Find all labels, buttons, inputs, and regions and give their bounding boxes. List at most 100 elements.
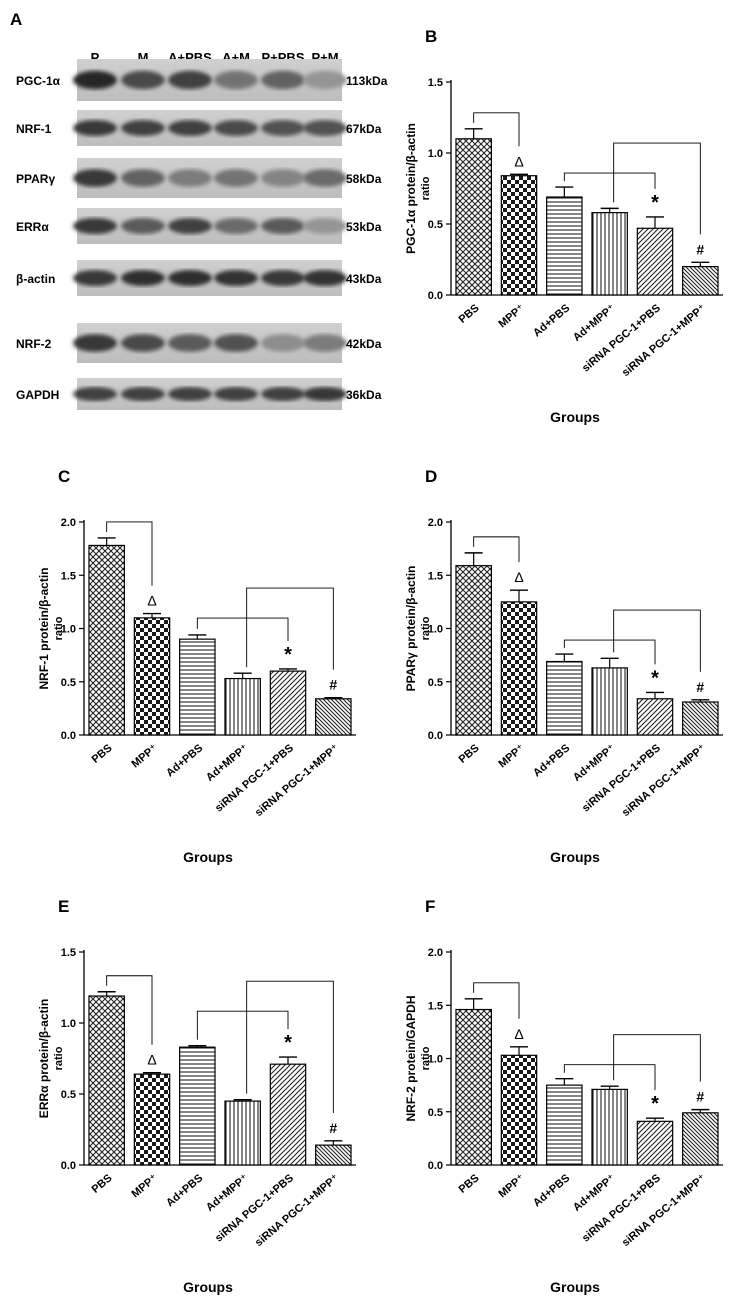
x-axis-label: Groups [550, 1279, 600, 1295]
blot-band [303, 386, 347, 402]
y-tick-label: 1.0 [428, 624, 443, 636]
molecular-weight-label: 58kDa [346, 172, 382, 186]
blot-band [168, 218, 212, 234]
significance-bracket [473, 112, 520, 147]
y-axis-label: NRF-1 protein/β-actin [37, 568, 51, 690]
panel-label-f: F [425, 897, 435, 916]
bar-ad-pbs [546, 196, 583, 296]
y-axis-label-unit: ratio [420, 1046, 432, 1070]
blot-band [121, 386, 165, 402]
blot-band [303, 120, 347, 136]
blot-band [303, 270, 347, 286]
x-tick-label-sirna-pgc-1-mpp: siRNA PGC-1+MPP⁺ [620, 1172, 709, 1249]
panel-label-e: E [58, 897, 69, 916]
y-axis-label-unit: ratio [53, 616, 65, 640]
blot-row-43kda: β-actin 43kDa [16, 260, 382, 296]
blot-band [261, 120, 305, 136]
blot-band [261, 270, 305, 286]
chart-panel-e: E 0.0 0.5 1.0 1.5 ERRα protein/β-actin ratio Δ *… [37, 897, 356, 1295]
significance-marker: Δ [147, 593, 156, 609]
molecular-weight-label: 113kDa [346, 74, 388, 88]
blot-band [73, 169, 117, 187]
panel-label-c: C [58, 467, 70, 486]
blot-band [214, 120, 258, 136]
bar-sirna-pgc-1-mpp [315, 1144, 352, 1166]
significance-bracket [613, 609, 701, 672]
bar-ad-pbs [546, 1084, 583, 1166]
y-axis-label: NRF-2 protein/GAPDH [404, 996, 418, 1122]
molecular-weight-label: 43kDa [346, 272, 382, 286]
blot-band [303, 169, 347, 187]
significance-marker: * [284, 1032, 292, 1054]
significance-marker: Δ [147, 1052, 156, 1068]
blot-band [214, 70, 258, 90]
blot-band [121, 70, 165, 90]
significance-bracket [563, 1064, 656, 1091]
blot-band [121, 334, 165, 352]
y-tick-label: 1.0 [428, 1054, 443, 1066]
y-tick-label: 0.5 [428, 1107, 443, 1119]
blot-row-58kda: PPARγ 58kDa [16, 158, 382, 198]
x-tick-label-mpp: MPP⁺ [496, 1172, 527, 1200]
x-tick-label-ad-pbs: Ad+PBS [531, 1172, 572, 1209]
chart-panel-f: F 0.0 0.5 1.0 1.5 2.0 NRF-2 protein/GAPDH ratio… [404, 897, 723, 1295]
x-tick-label-sirna-pgc-1-mpp: siRNA PGC-1+MPP⁺ [253, 742, 342, 819]
molecular-weight-label: 53kDa [346, 220, 382, 234]
chart-panel-c: C 0.0 0.5 1.0 1.5 2.0 NRF-1 protein/β-actin rat… [37, 467, 356, 865]
bar-sirna-pgc-1-pbs [636, 698, 674, 736]
bar-pbs [455, 138, 492, 296]
x-tick-label-mpp: MPP⁺ [129, 742, 160, 770]
blot-band [214, 334, 258, 352]
significance-bracket [246, 587, 334, 670]
x-tick-label-ad-pbs: Ad+PBS [164, 742, 205, 779]
y-axis-label-unit: ratio [420, 616, 432, 640]
x-axis-label: Groups [183, 1279, 233, 1295]
y-axis-label-unit: ratio [53, 1046, 65, 1070]
significance-marker: # [696, 679, 704, 695]
significance-marker: Δ [514, 1026, 523, 1042]
blot-band [168, 270, 212, 286]
x-axis-label: Groups [550, 409, 600, 425]
x-tick-label-mpp: MPP⁺ [496, 302, 527, 330]
protein-label: GAPDH [16, 388, 59, 402]
blot-band [168, 334, 212, 352]
blot-band [73, 334, 117, 352]
y-tick-label: 0.5 [428, 677, 443, 689]
y-tick-label: 2.0 [61, 517, 76, 529]
blot-band [261, 70, 305, 90]
bar-ad-mpp [224, 677, 261, 736]
blot-band [73, 270, 117, 286]
blot-band [261, 334, 305, 352]
significance-bracket [613, 1034, 701, 1082]
y-axis-label-unit: ratio [420, 176, 432, 200]
bar-ad-mpp [591, 667, 628, 736]
blot-band [261, 386, 305, 402]
y-tick-label: 2.0 [428, 517, 443, 529]
x-tick-label-pbs: PBS [457, 1172, 482, 1196]
lane-label-p: P [91, 50, 100, 65]
chart-panel-d: D 0.0 0.5 1.0 1.5 2.0 PPARγ protein/β-actin rat… [404, 467, 723, 865]
y-tick-label: 0.5 [428, 219, 443, 231]
bar-pbs [88, 995, 125, 1166]
protein-label: β-actin [16, 272, 55, 286]
x-tick-label-ad-mpp: Ad+MPP⁺ [571, 742, 618, 784]
x-tick-label-sirna-pgc-1-pbs: siRNA PGC-1+PBS [213, 1172, 296, 1244]
y-tick-label: 1.5 [61, 947, 76, 959]
bar-ad-pbs [179, 1046, 216, 1166]
y-tick-label: 1.5 [61, 570, 76, 582]
significance-marker: * [284, 644, 292, 666]
blot-band [73, 218, 117, 234]
y-axis-label: ERRα protein/β-actin [37, 999, 51, 1118]
significance-marker: Δ [514, 569, 523, 585]
x-tick-label-mpp: MPP⁺ [496, 742, 527, 770]
x-tick-label-ad-pbs: Ad+PBS [164, 1172, 205, 1209]
protein-label: PPARγ [16, 172, 55, 186]
x-tick-label-pbs: PBS [457, 742, 482, 766]
y-tick-label: 1.5 [428, 570, 443, 582]
blot-band [168, 120, 212, 136]
panel-label-b: B [425, 27, 437, 46]
significance-marker: # [329, 1120, 337, 1136]
bar-pbs [455, 1008, 492, 1166]
bar-ad-pbs [179, 638, 216, 736]
blot-band [168, 70, 212, 90]
